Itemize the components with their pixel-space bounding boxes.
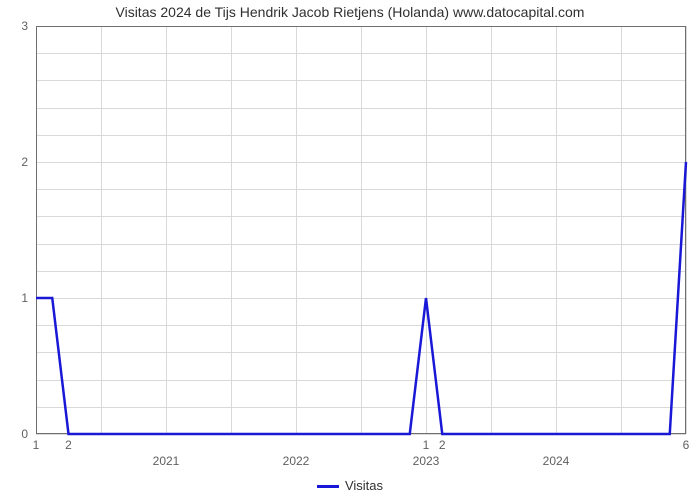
y-axis-tick-label: 2 — [21, 155, 36, 169]
y-axis-tick-label: 1 — [21, 291, 36, 305]
chart-title: Visitas 2024 de Tijs Hendrik Jacob Rietj… — [0, 4, 700, 20]
data-line — [36, 162, 686, 434]
data-point-label: 2 — [439, 438, 446, 452]
chart-container: Visitas 2024 de Tijs Hendrik Jacob Rietj… — [0, 0, 700, 500]
data-point-label: 1 — [423, 438, 430, 452]
y-axis-tick-label: 3 — [21, 19, 36, 33]
data-point-label: 2 — [65, 438, 72, 452]
legend: Visitas — [0, 478, 700, 493]
legend-swatch — [317, 485, 339, 488]
x-axis-year-label: 2021 — [153, 434, 180, 468]
legend-label: Visitas — [345, 478, 383, 493]
x-axis-year-label: 2022 — [283, 434, 310, 468]
plot-area: 0123202120222023202412126 — [36, 26, 686, 434]
grid-line-vertical — [686, 26, 687, 434]
data-point-label: 6 — [683, 438, 690, 452]
data-point-label: 1 — [33, 438, 40, 452]
x-axis-year-label: 2024 — [543, 434, 570, 468]
data-line-layer — [36, 26, 686, 434]
